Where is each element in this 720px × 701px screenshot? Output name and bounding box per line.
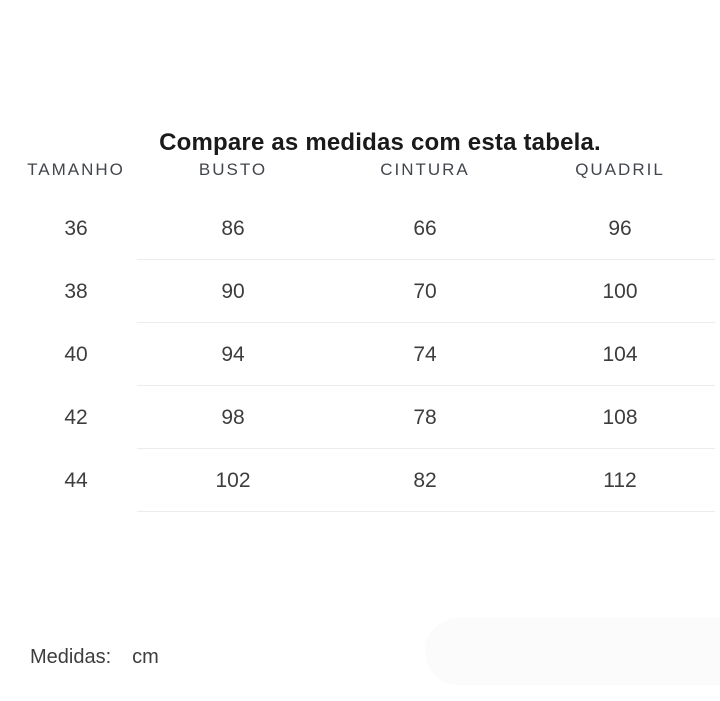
size-cell: 40 (64, 342, 88, 366)
waist-cell: 82 (413, 468, 437, 492)
table-row: 38 90 70 100 (0, 260, 715, 323)
column-header-tamanho: TAMANHO (27, 159, 125, 179)
hip-cell: 96 (608, 216, 632, 240)
bust-cell: 90 (221, 279, 245, 303)
bust-cell: 98 (221, 405, 245, 429)
column-header-quadril: QUADRIL (575, 159, 665, 179)
size-chart-title: Compare as medidas com esta tabela. (159, 128, 601, 156)
waist-cell: 66 (413, 216, 437, 240)
table-row: 40 94 74 104 (0, 323, 715, 386)
column-header-cintura: CINTURA (380, 159, 470, 179)
measures-unit: cm (132, 646, 159, 668)
waist-cell: 78 (413, 405, 437, 429)
waist-cell: 70 (413, 279, 437, 303)
size-cell: 38 (64, 279, 88, 303)
measures-footer: Medidas: cm (30, 646, 159, 669)
hip-cell: 108 (602, 405, 638, 429)
table-row: 44 102 82 112 (0, 449, 715, 512)
hip-cell: 104 (602, 342, 638, 366)
size-cell: 44 (64, 468, 88, 492)
measures-label: Medidas: (30, 646, 112, 668)
table-row: 36 86 66 96 (0, 197, 715, 260)
faded-corner-panel (425, 618, 720, 685)
hip-cell: 100 (602, 279, 638, 303)
hip-cell: 112 (603, 468, 637, 492)
table-row: 42 98 78 108 (0, 386, 715, 449)
column-header-busto: BUSTO (198, 159, 268, 179)
size-cell: 36 (64, 216, 88, 240)
size-chart-table: TAMANHO BUSTO CINTURA QUADRIL 36 86 66 9… (0, 142, 715, 512)
bust-cell: 102 (215, 468, 251, 492)
bust-cell: 94 (221, 342, 245, 366)
table-header-row: TAMANHO BUSTO CINTURA QUADRIL (0, 142, 704, 197)
size-cell: 42 (64, 405, 88, 429)
bust-cell: 86 (221, 216, 245, 240)
waist-cell: 74 (413, 342, 437, 366)
